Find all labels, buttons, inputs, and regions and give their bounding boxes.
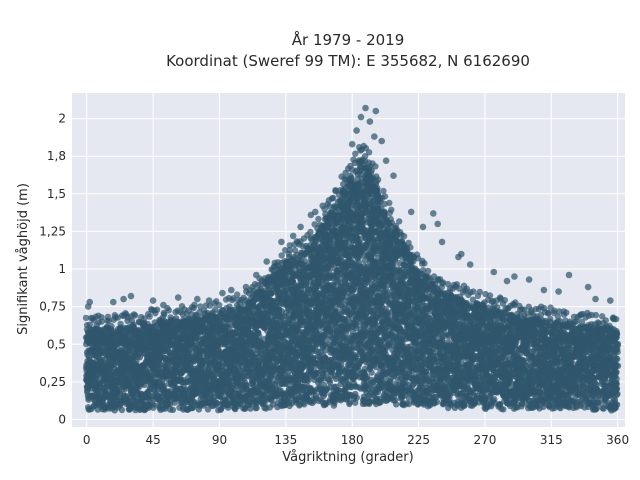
scatter-point bbox=[352, 390, 359, 398]
scatter-point bbox=[253, 404, 260, 411]
scatter-point bbox=[133, 358, 140, 365]
scatter-point bbox=[136, 354, 144, 361]
chart-title: År 1979 - 2019 bbox=[292, 30, 405, 49]
scatter-point bbox=[169, 406, 177, 413]
scatter-point bbox=[313, 369, 320, 376]
scatter-point bbox=[213, 399, 220, 407]
scatter-point bbox=[326, 267, 333, 274]
scatter-point bbox=[150, 404, 157, 411]
chart-subtitle: Koordinat (Sweref 99 TM): E 355682, N 61… bbox=[166, 52, 530, 70]
scatter-points bbox=[82, 104, 622, 414]
scatter-point bbox=[118, 406, 126, 414]
scatter-point bbox=[326, 377, 333, 384]
scatter-point bbox=[346, 400, 353, 408]
